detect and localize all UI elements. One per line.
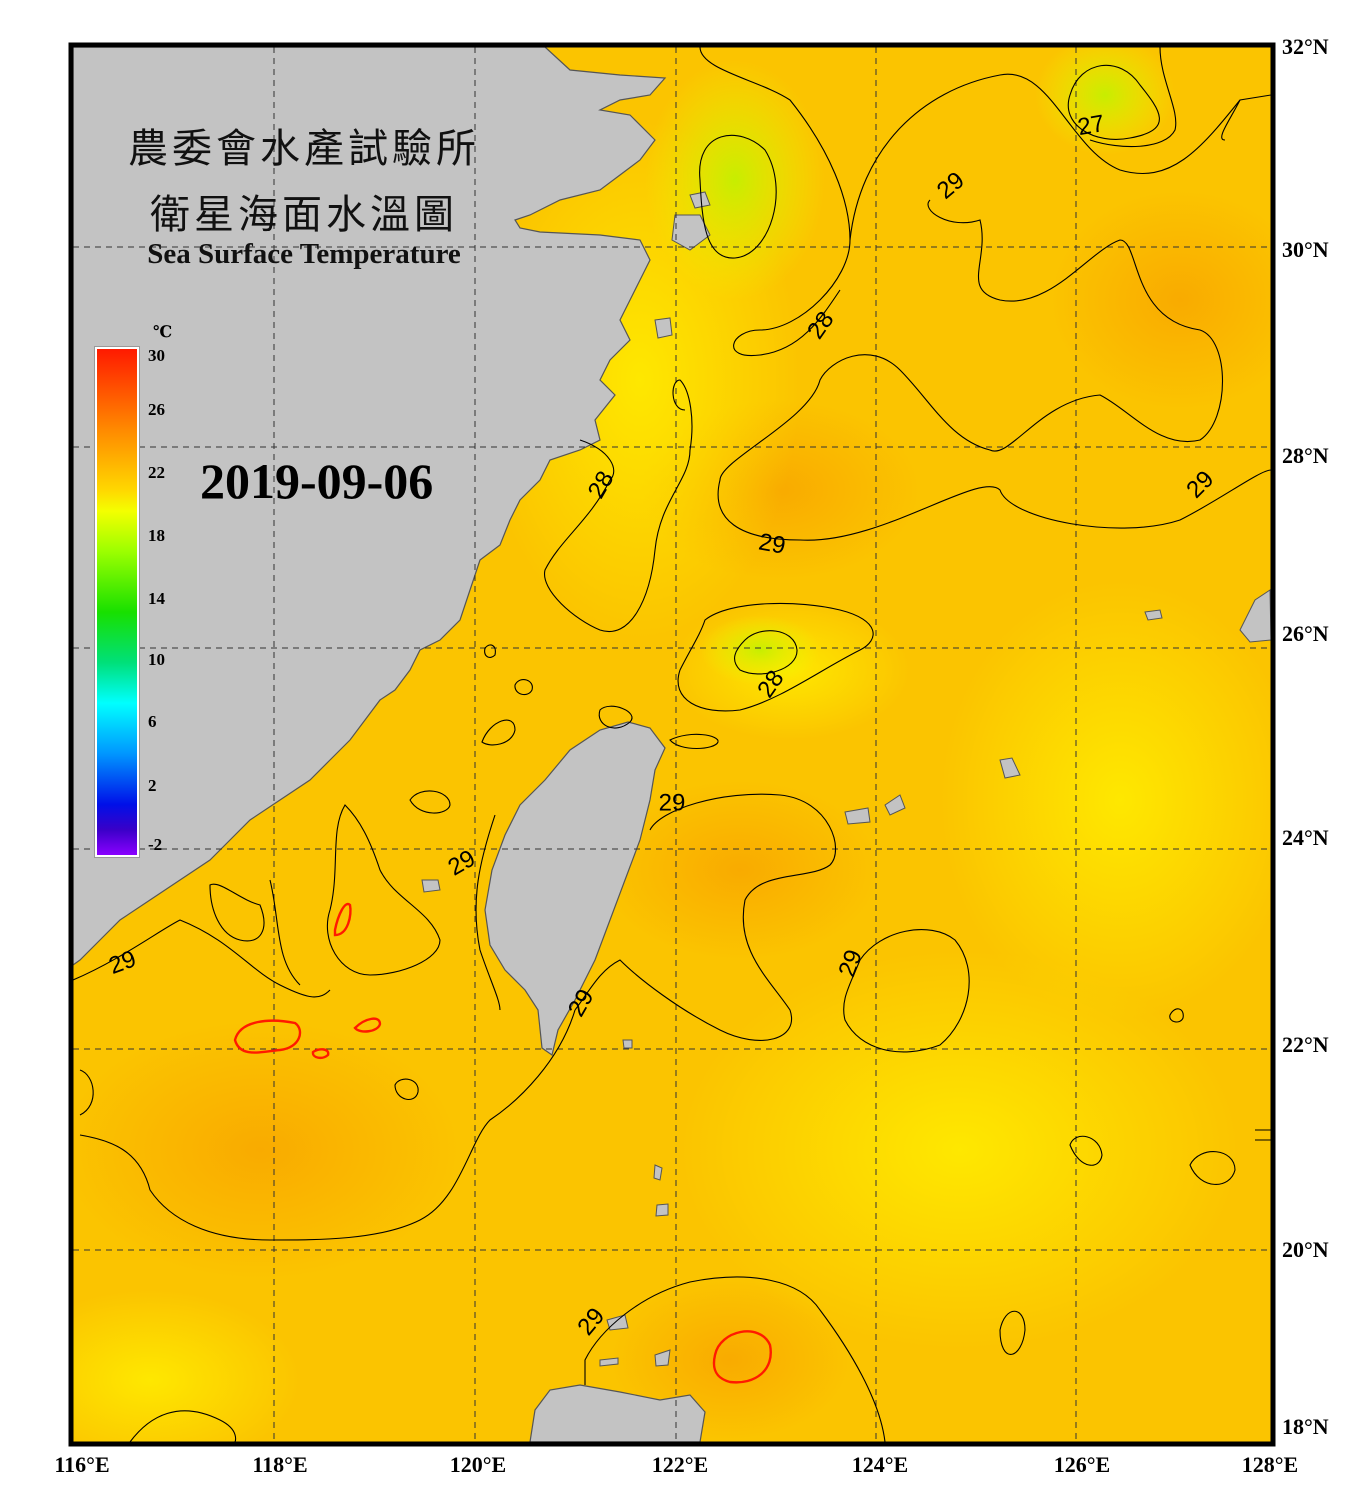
lat-label: 30°N — [1282, 237, 1329, 262]
lat-label: 26°N — [1282, 621, 1329, 646]
date-label: 2019-09-06 — [200, 453, 434, 509]
colorbar-tick: 6 — [148, 712, 157, 731]
isotherm-30-contours — [233, 902, 772, 1384]
lon-label: 124°E — [851, 1452, 909, 1477]
isotherm-contours — [73, 47, 1271, 1442]
small-islands — [421, 191, 1271, 1367]
lat-label: 24°N — [1282, 825, 1329, 850]
contour-label: 29 — [757, 528, 788, 559]
colorbar-tick: -2 — [148, 835, 163, 854]
lon-label: 116°E — [54, 1452, 110, 1477]
cool-patch — [700, 615, 820, 685]
colorbar-tick: 2 — [148, 776, 157, 795]
lon-label: 128°E — [1241, 1452, 1299, 1477]
cool-patch — [1035, 47, 1175, 155]
warm-patch — [1050, 190, 1271, 410]
colorbar — [95, 347, 139, 857]
cool-patch — [73, 1290, 300, 1442]
lat-label: 32°N — [1282, 34, 1329, 59]
colorbar-tick: 26 — [148, 400, 165, 419]
cool-patch — [645, 60, 825, 300]
warm-patch — [600, 780, 880, 960]
lat-label: 18°N — [1282, 1414, 1329, 1439]
colorbar-tick: 30 — [148, 346, 165, 365]
colorbar-tick: 14 — [148, 589, 165, 608]
contour-label: 29 — [659, 790, 686, 817]
lon-label: 122°E — [651, 1452, 709, 1477]
colorbar-tick: 10 — [148, 650, 165, 669]
lat-label: 20°N — [1282, 1237, 1329, 1262]
lat-label: 28°N — [1282, 443, 1329, 468]
lon-label: 120°E — [449, 1452, 507, 1477]
title-chinese-line1: 農委會水產試驗所 — [128, 126, 480, 172]
title-english: Sea Surface Temperature — [147, 238, 461, 270]
lat-label: 22°N — [1282, 1032, 1329, 1057]
warm-patch — [73, 1020, 460, 1280]
lon-label: 126°E — [1053, 1452, 1111, 1477]
plot-frame — [68, 42, 1276, 1447]
colorbar-unit: ℃ — [153, 324, 173, 341]
cool-patch — [940, 580, 1271, 1020]
mainland-china-land — [73, 47, 667, 966]
title-chinese-line2: 衛星海面水溫圖 — [150, 192, 458, 238]
lon-label: 118°E — [252, 1452, 308, 1477]
luzon-island — [529, 1384, 706, 1442]
colorbar-tick: 22 — [148, 463, 165, 482]
colorbar-tick: 18 — [148, 526, 165, 545]
taiwan-island — [484, 721, 666, 1056]
contour-label: 27 — [1076, 110, 1107, 141]
